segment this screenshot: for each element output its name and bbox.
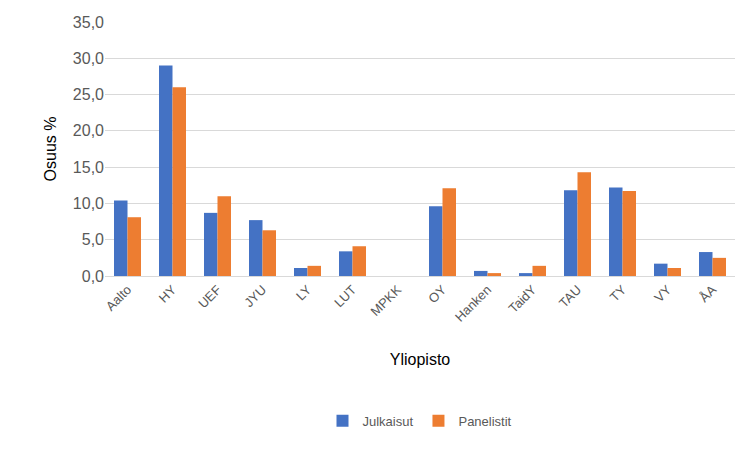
svg-text:TAU: TAU	[556, 282, 584, 310]
svg-text:30,0: 30,0	[73, 50, 104, 67]
svg-text:UEF: UEF	[195, 282, 224, 311]
svg-text:10,0: 10,0	[73, 195, 104, 212]
svg-text:LY: LY	[293, 282, 314, 303]
svg-text:5,0: 5,0	[82, 231, 104, 248]
svg-text:OY: OY	[425, 282, 449, 306]
svg-text:VY: VY	[651, 282, 674, 305]
svg-text:Hanken: Hanken	[452, 282, 494, 324]
svg-text:0,0: 0,0	[82, 268, 104, 285]
svg-text:Aalto: Aalto	[103, 282, 135, 314]
svg-text:Yliopisto: Yliopisto	[390, 351, 451, 368]
svg-text:20,0: 20,0	[73, 122, 104, 139]
svg-text:HY: HY	[156, 282, 180, 306]
svg-text:MPKK: MPKK	[368, 282, 405, 319]
svg-text:JYU: JYU	[241, 282, 269, 310]
svg-text:Julkaisut: Julkaisut	[363, 414, 414, 429]
svg-text:TaidY: TaidY	[506, 282, 540, 316]
svg-text:TY: TY	[607, 282, 630, 305]
svg-text:25,0: 25,0	[73, 86, 104, 103]
svg-text:LUT: LUT	[331, 282, 359, 310]
svg-text:Osuus %: Osuus %	[42, 117, 59, 182]
svg-text:15,0: 15,0	[73, 159, 104, 176]
svg-text:ÅA: ÅA	[696, 282, 719, 305]
svg-text:Panelistit: Panelistit	[458, 414, 511, 429]
svg-text:35,0: 35,0	[73, 14, 104, 31]
